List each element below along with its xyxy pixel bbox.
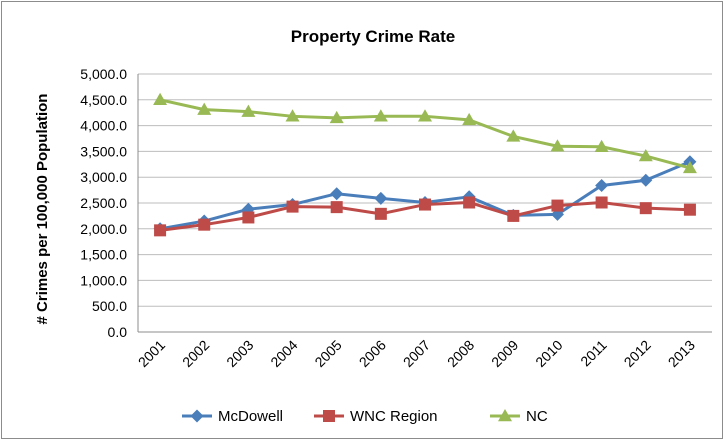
y-tick-label: 4,000.0 (80, 118, 127, 134)
x-tick-label: 2002 (179, 337, 212, 370)
line-chart: Property Crime Rate # Crimes per 100,000… (34, 27, 712, 425)
data-point-wnc-region (242, 211, 255, 224)
legend-item-mcdowell: McDowell (182, 408, 283, 425)
data-point-mcdowell (639, 173, 653, 187)
y-tick-label: 3,000.0 (80, 169, 127, 185)
data-point-nc (153, 92, 168, 106)
x-tick-label: 2010 (532, 337, 565, 370)
y-tick-label: 1,000.0 (80, 272, 127, 288)
data-point-wnc-region (419, 198, 431, 211)
x-tick-label: 2011 (577, 337, 610, 370)
y-tick-label: 5,000.0 (80, 66, 127, 82)
legend-marker (190, 409, 204, 423)
legend-label: NC (526, 408, 548, 425)
data-point-nc (682, 160, 697, 174)
x-tick-label: 2008 (444, 337, 477, 370)
data-point-nc (594, 139, 609, 153)
data-point-wnc-region (639, 202, 652, 215)
data-point-nc (285, 109, 300, 122)
x-tick-label: 2006 (356, 337, 389, 370)
legend-marker (498, 409, 512, 422)
data-point-nc (329, 110, 344, 124)
data-point-wnc-region (154, 224, 167, 237)
legend-label: McDowell (218, 408, 283, 425)
data-point-mcdowell (330, 187, 344, 201)
data-point-wnc-region (286, 200, 299, 213)
data-point-nc (418, 109, 432, 122)
x-axis-ticks: 2001 2002 2003 2004 2005 2006 2007 2008 2009 2010… (135, 337, 698, 370)
series-lines (153, 92, 697, 237)
series-mcdowell (153, 155, 697, 236)
series-nc (153, 92, 697, 174)
x-tick-label: 2005 (311, 337, 344, 370)
legend-item-wnc-region: WNC Region (314, 408, 438, 425)
data-point-wnc-region (198, 218, 211, 231)
data-point-wnc-region (330, 201, 343, 214)
series-wnc-region (154, 196, 696, 237)
data-point-wnc-region (507, 209, 520, 222)
x-tick-label: 2009 (488, 337, 521, 370)
y-axis-label: # Crimes per 100,000 Population (34, 94, 51, 325)
legend-item-nc: NC (490, 408, 548, 425)
y-tick-label: 0.0 (108, 324, 128, 340)
data-point-nc (462, 112, 477, 126)
y-tick-label: 500.0 (92, 298, 127, 314)
data-point-mcdowell (374, 191, 388, 205)
y-tick-label: 2,500.0 (80, 195, 127, 211)
legend-label: WNC Region (350, 408, 438, 425)
data-point-nc (638, 149, 653, 162)
data-point-wnc-region (551, 199, 564, 212)
data-point-nc (197, 102, 212, 115)
y-tick-label: 4,500.0 (80, 92, 127, 108)
data-point-nc (373, 109, 388, 122)
x-tick-label: 2012 (621, 337, 654, 370)
x-tick-label: 2001 (135, 337, 168, 370)
x-tick-label: 2003 (223, 337, 256, 370)
y-axis-ticks: 0.0 500.0 1,000.0 1,500.0 2,000.0 2,500.0 3,00… (80, 66, 127, 340)
y-tick-label: 3,500.0 (80, 143, 127, 159)
legend-marker (323, 410, 335, 422)
data-point-nc (506, 129, 521, 142)
data-point-wnc-region (683, 203, 696, 216)
data-point-wnc-region (374, 207, 387, 220)
y-tick-label: 1,500.0 (80, 247, 127, 263)
y-tick-label: 2,000.0 (80, 221, 127, 237)
x-tick-label: 2007 (400, 337, 433, 370)
x-tick-label: 2004 (267, 337, 300, 370)
data-point-wnc-region (463, 196, 476, 209)
data-point-nc (241, 104, 256, 117)
data-point-nc (550, 139, 565, 152)
chart-title: Property Crime Rate (291, 27, 455, 46)
data-point-wnc-region (595, 196, 608, 209)
data-point-mcdowell (595, 178, 609, 192)
legend: McDowell WNC Region NC (182, 408, 548, 425)
x-tick-label: 2013 (665, 337, 698, 370)
